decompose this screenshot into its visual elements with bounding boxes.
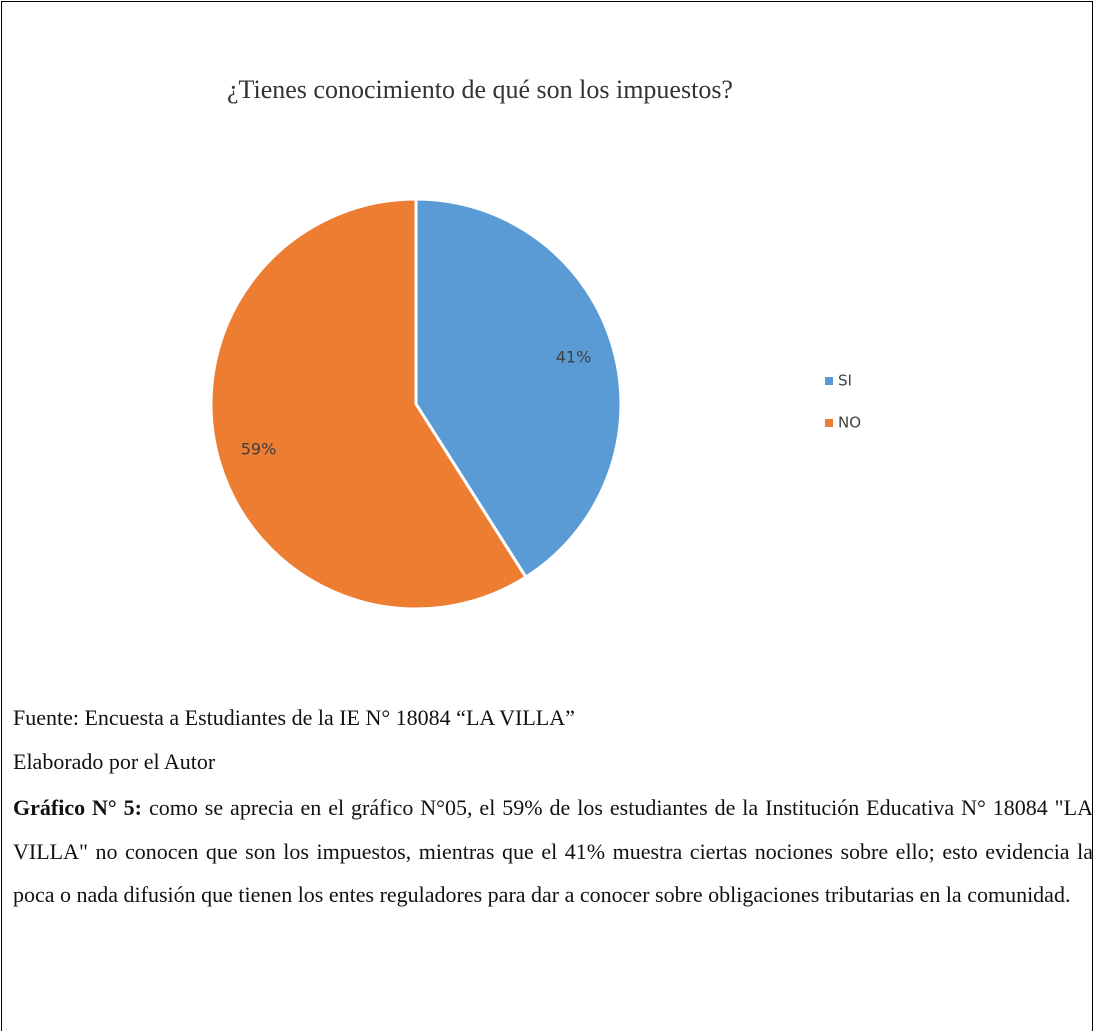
- data-label: 41%: [556, 348, 592, 367]
- legend-label: NO: [838, 414, 861, 432]
- chart-title: ¿Tienes conocimiento de qué son los impu…: [227, 75, 733, 104]
- paragraph-text: como se aprecia en el gráfico N°05, el 5…: [13, 795, 1093, 907]
- paragraph: Gráfico N° 5: como se aprecia en el gráf…: [13, 786, 1093, 917]
- legend-label: SI: [838, 372, 852, 390]
- paragraph-lead: Gráfico N° 5:: [13, 795, 142, 820]
- chart: ¿Tienes conocimiento de qué son los impu…: [209, 75, 861, 611]
- author-note: Elaborado por el Autor: [13, 749, 216, 774]
- source-note: Fuente: Encuesta a Estudiantes de la IE …: [13, 705, 575, 730]
- legend-swatch: [825, 419, 833, 427]
- legend-swatch: [825, 377, 833, 385]
- pie-slice: [209, 197, 528, 611]
- data-label: 59%: [241, 439, 277, 458]
